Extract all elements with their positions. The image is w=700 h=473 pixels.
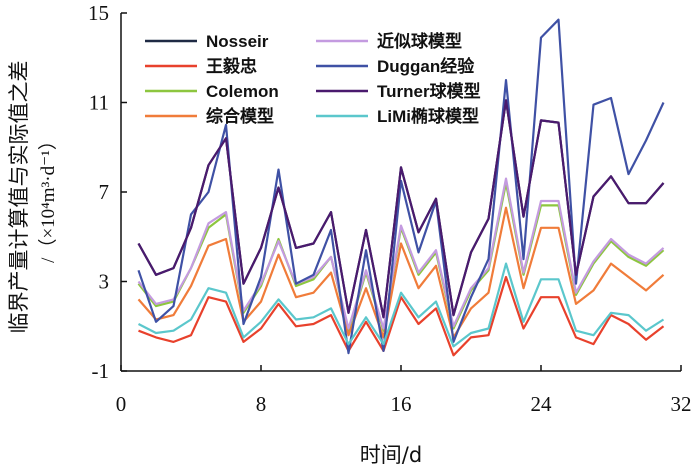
series-line-6-duggan (137, 18, 665, 355)
y-axis-unit: /（×10⁴m³·d⁻¹） (37, 131, 59, 263)
y-axis-title: 临界产量计算值与实际值之差 (7, 61, 31, 334)
legend-label: 近似球模型 (377, 31, 462, 51)
legend-item: 王毅忠 (145, 56, 257, 76)
series-line-7-turner (137, 99, 665, 319)
legend-label: Nosseir (206, 32, 269, 51)
series-line-2 (138, 275, 665, 357)
series-line-8-limi (137, 262, 665, 348)
legend-item: Nosseir (145, 32, 269, 51)
tick-labels: 0 8 16 24 32 -1 3 7 11 15 (88, 1, 692, 416)
series-lines (137, 18, 665, 357)
legend-label: 王毅忠 (206, 56, 257, 76)
y-tick-label: -1 (92, 359, 110, 383)
legend-item: Turner球模型 (316, 81, 481, 101)
legend-item: 近似球模型 (316, 31, 462, 51)
legend: Nosseir 王毅忠 Colemon 综合模型 近似球模型 Duggan经验 Turner… (145, 31, 481, 126)
series-line-4 (137, 206, 665, 339)
legend-item: LiMi椭球模型 (316, 106, 479, 126)
x-tick-label: 32 (671, 392, 692, 416)
y-tick-label: 7 (99, 180, 110, 204)
legend-item: Duggan经验 (316, 56, 475, 76)
legend-item: 综合模型 (145, 106, 274, 126)
series-line-5 (137, 177, 665, 330)
y-tick-label: 15 (88, 1, 109, 25)
x-axis-title: 时间/d (360, 443, 422, 467)
legend-label: LiMi椭球模型 (377, 106, 479, 126)
x-tick-label: 8 (256, 392, 267, 416)
y-tick-label: 11 (89, 91, 109, 115)
x-tick-label: 16 (391, 392, 412, 416)
y-tick-label: 3 (99, 270, 110, 294)
legend-label: Colemon (206, 82, 279, 101)
legend-item: Colemon (145, 82, 279, 101)
legend-label: Duggan经验 (377, 56, 475, 76)
legend-label: 综合模型 (206, 106, 274, 126)
series-line-1-nosseir (137, 99, 665, 319)
x-tick-label: 24 (531, 392, 553, 416)
legend-label: Turner球模型 (377, 81, 481, 101)
x-tick-label: 0 (116, 392, 127, 416)
